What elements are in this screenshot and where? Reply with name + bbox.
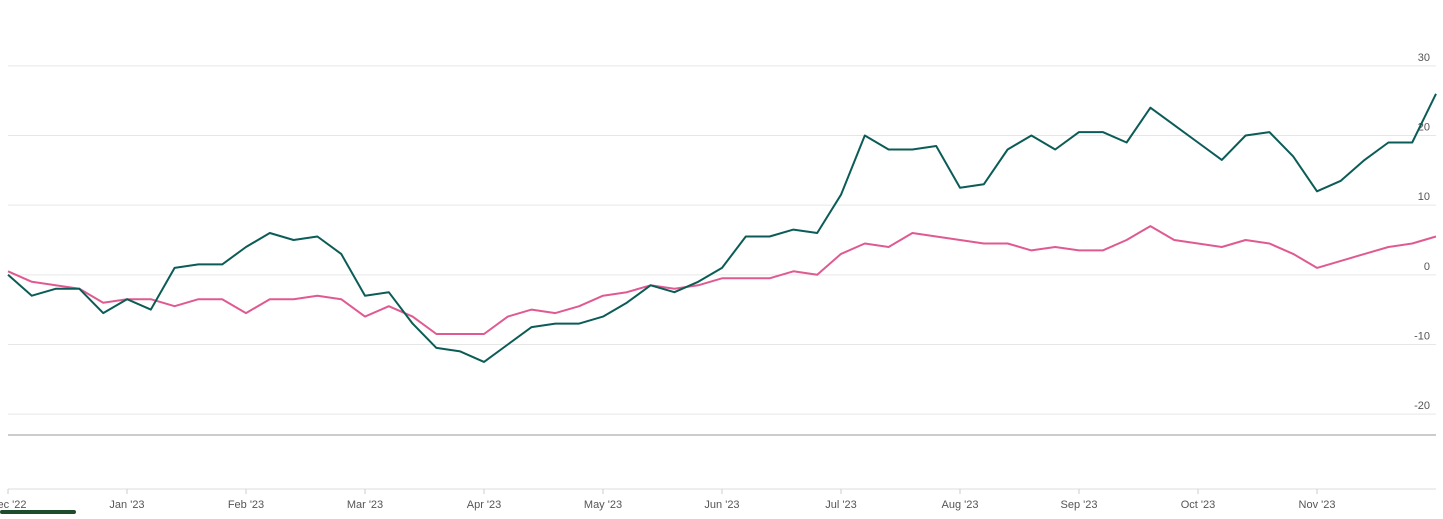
scroll-handle[interactable]	[0, 510, 76, 514]
x-tick-label: Jan '23	[109, 499, 144, 511]
y-tick-label: 10	[1418, 191, 1430, 203]
line-series	[7, 225, 1437, 335]
x-tick-label: Aug '23	[942, 499, 979, 511]
x-tick-label: Dec '22	[0, 499, 26, 511]
x-tick-label: Apr '23	[467, 499, 502, 511]
x-tick-label: Nov '23	[1299, 499, 1336, 511]
x-tick-label: Sep '23	[1061, 499, 1098, 511]
y-tick-label: -10	[1414, 330, 1430, 342]
x-tick-label: May '23	[584, 499, 622, 511]
x-tick-label: Oct '23	[1181, 499, 1216, 511]
x-tick-label: Mar '23	[347, 499, 383, 511]
x-tick-label: Jul '23	[825, 499, 856, 511]
y-tick-label: 0	[1424, 261, 1430, 273]
line-series	[7, 93, 1437, 363]
y-tick-label: 30	[1418, 52, 1430, 64]
y-tick-label: -20	[1414, 400, 1430, 412]
x-tick-label: Feb '23	[228, 499, 264, 511]
x-tick-label: Jun '23	[704, 499, 739, 511]
